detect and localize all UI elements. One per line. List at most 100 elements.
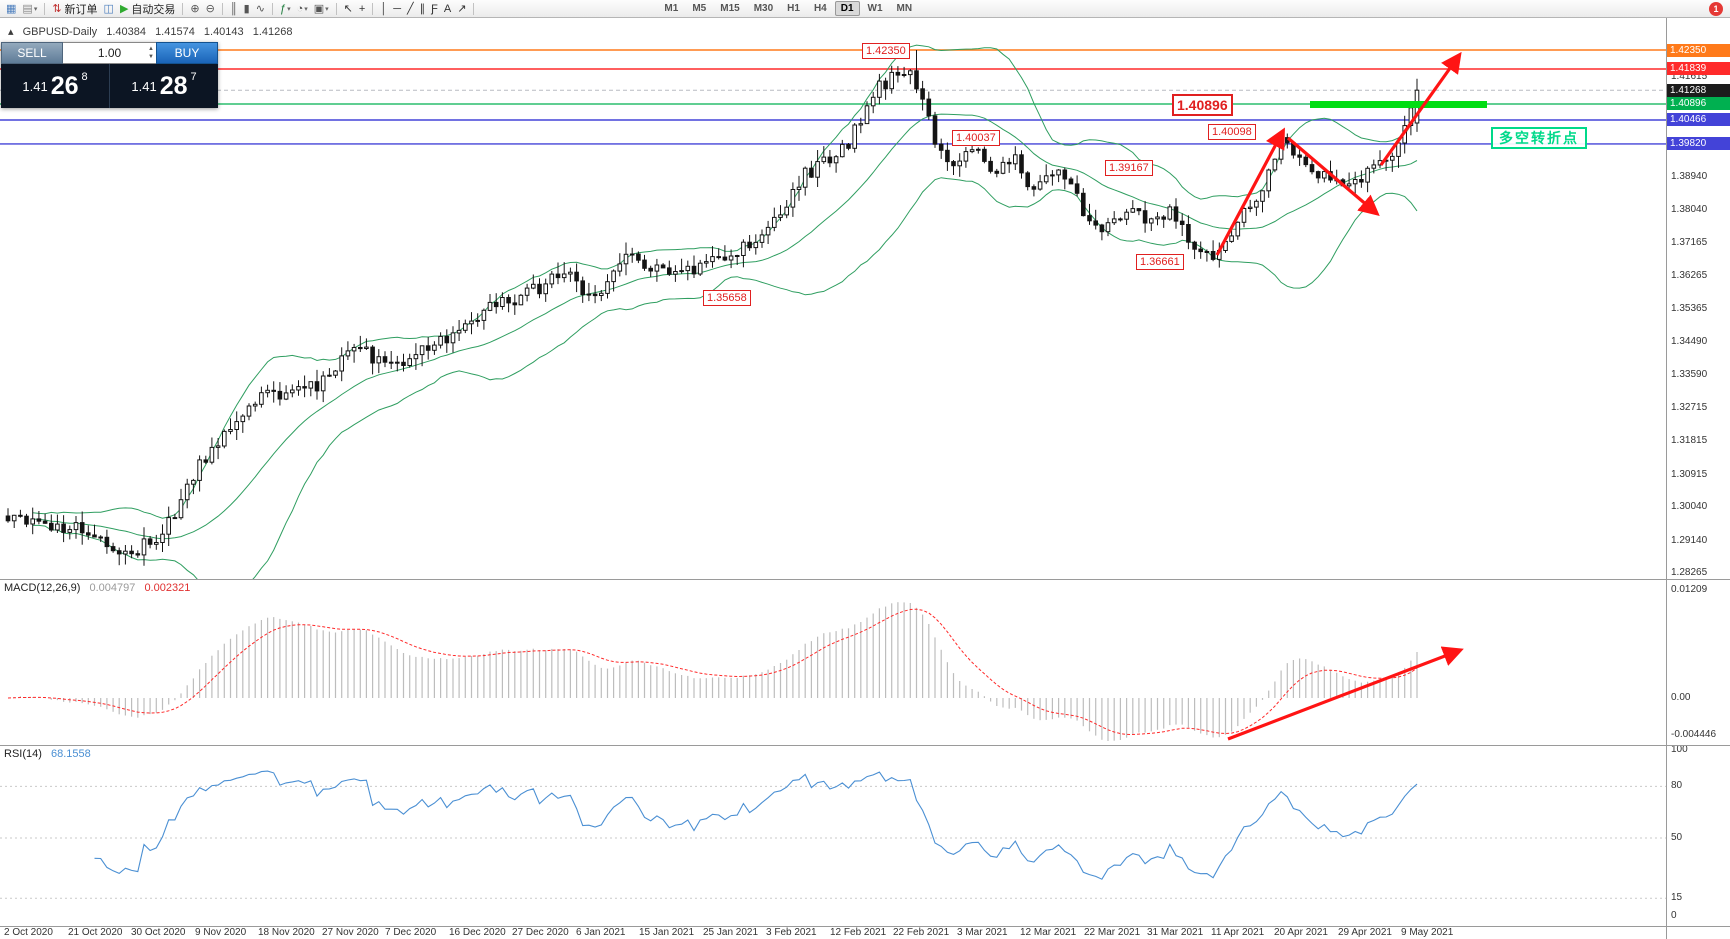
date-label: 7 Dec 2020	[385, 927, 437, 938]
candle	[401, 361, 406, 366]
candle	[73, 522, 79, 531]
vertical-line-button[interactable]: │	[377, 1, 390, 17]
macd-panel-separator[interactable]	[0, 579, 1730, 580]
zoom-out-button[interactable]: ⊖	[203, 1, 218, 17]
crosshair-button[interactable]: +	[356, 1, 368, 17]
candle	[116, 550, 122, 555]
candle	[1037, 181, 1043, 190]
notification-badge[interactable]: 1	[1709, 1, 1723, 16]
autotrading-button[interactable]: ▶ 自动交易	[117, 1, 178, 17]
candle	[259, 392, 264, 405]
equidistant-channel-button[interactable]: ∥	[417, 1, 429, 17]
timeframe-d1-button[interactable]: D1	[834, 1, 860, 16]
horizontal-line-button[interactable]: ─	[390, 1, 404, 17]
trend-arrow[interactable]	[1227, 646, 1464, 741]
price-axis[interactable]: 1.41615 1.38940 1.38040 1.37165 1.36265 1.353…	[1667, 18, 1730, 939]
date-label: 12 Feb 2021	[830, 927, 887, 938]
bollinger-lower-band	[32, 177, 1418, 579]
new-chart-button[interactable]: ▦	[3, 1, 19, 17]
candlestick-mode-button[interactable]: ▮	[241, 1, 253, 17]
candle	[364, 346, 369, 350]
cursor-button[interactable]: ↖	[341, 1, 356, 17]
timeframe-h1-button[interactable]: H1	[787, 3, 800, 14]
price-tick: 1.30040	[1671, 501, 1708, 512]
timeframe-m15-button[interactable]: M15	[720, 3, 740, 14]
rsi-canvas[interactable]	[0, 745, 1666, 926]
candle	[753, 241, 759, 249]
buy-price[interactable]: 1.41 28 7	[110, 64, 218, 108]
fibonacci-button[interactable]: Ƒ	[428, 1, 441, 17]
buy-button[interactable]: BUY	[156, 42, 218, 64]
sell-button[interactable]: SELL	[1, 42, 63, 64]
candle	[617, 263, 623, 272]
timeframe-m5-button[interactable]: M5	[692, 3, 707, 14]
arrows-tool-button[interactable]: ↗	[454, 1, 469, 17]
timeframe-w1-button[interactable]: W1	[867, 3, 883, 14]
candle	[1167, 206, 1173, 220]
candle	[55, 523, 60, 531]
candle	[1346, 183, 1352, 187]
sell-price-sup: 8	[81, 71, 88, 83]
date-label: 11 Apr 2021	[1211, 927, 1265, 938]
bollinger-upper-band	[32, 44, 1418, 519]
bar-chart-mode-button[interactable]: ║	[227, 1, 241, 17]
toolbar-separator	[221, 2, 223, 15]
candle	[951, 161, 956, 167]
profiles-button[interactable]: ▤ ▾	[19, 1, 40, 17]
date-label: 15 Jan 2021	[639, 927, 695, 938]
candle	[765, 226, 771, 236]
candle	[1247, 206, 1253, 209]
green-highlight-line[interactable]	[1310, 101, 1487, 108]
price-chart-canvas[interactable]	[0, 18, 1666, 579]
periods-button[interactable]: ◔ ▾	[294, 1, 311, 17]
candle	[710, 256, 715, 263]
trend-arrow[interactable]	[1215, 127, 1285, 256]
macd-canvas[interactable]	[0, 579, 1666, 745]
price-tick: 1.32715	[1671, 402, 1708, 413]
candle	[376, 356, 382, 364]
text-icon: A	[443, 2, 452, 15]
timeframe-mn-button[interactable]: MN	[896, 3, 913, 14]
candle	[370, 346, 375, 364]
candle	[110, 546, 116, 552]
volume-stepper[interactable]: ▲ ▼	[148, 46, 154, 60]
candle	[172, 517, 178, 520]
trendline-button[interactable]: ╱	[404, 1, 417, 17]
zoom-in-button[interactable]: ⊕	[187, 1, 202, 17]
new-order-button[interactable]: ⇅ 新订单	[49, 1, 100, 17]
candle	[988, 160, 993, 172]
candle	[537, 283, 542, 295]
autotrading-label: 自动交易	[131, 3, 176, 16]
templates-button[interactable]: ▣ ▾	[311, 1, 332, 17]
text-button[interactable]: A	[441, 1, 454, 17]
candle	[611, 270, 616, 283]
charts-list-button[interactable]: ◫	[101, 1, 117, 17]
trend-arrow[interactable]	[1379, 51, 1462, 166]
timeframe-h4-button[interactable]: H4	[813, 3, 827, 14]
volume-input[interactable]: 1.00 ▲ ▼	[63, 42, 156, 64]
date-label: 29 Apr 2021	[1338, 927, 1392, 938]
candle	[586, 293, 592, 296]
one-click-toggle-icon[interactable]: ▴	[8, 26, 14, 38]
candle	[926, 98, 932, 117]
candle	[580, 280, 586, 295]
new-order-label: 新订单	[64, 3, 98, 16]
candle	[345, 350, 351, 357]
rsi-panel-separator[interactable]	[0, 745, 1730, 746]
chart-ohlc-header: ▴ GBPUSD-Daily 1.40384 1.41574 1.40143 1…	[8, 25, 298, 38]
timeframe-m1-button[interactable]: M1	[664, 3, 679, 14]
candle	[1309, 164, 1315, 173]
price-tick: 1.28265	[1671, 567, 1708, 578]
candle	[1000, 161, 1006, 174]
price-tick: 1.41615	[1671, 71, 1708, 82]
line-chart-mode-button[interactable]: ∿	[253, 1, 268, 17]
date-label: 22 Mar 2021	[1084, 927, 1141, 938]
candle	[413, 354, 419, 360]
trend-arrow[interactable]	[1286, 136, 1380, 217]
time-axis[interactable]: 2 Oct 2020 21 Oct 2020 30 Oct 2020 9 Nov 20…	[0, 926, 1666, 939]
timeframe-m30-button[interactable]: M30	[753, 3, 774, 14]
chevron-down-icon: ▾	[33, 5, 38, 13]
sell-price[interactable]: 1.41 26 8	[1, 64, 110, 108]
candle	[265, 389, 270, 394]
indicators-button[interactable]: ƒ ▾	[277, 1, 294, 17]
